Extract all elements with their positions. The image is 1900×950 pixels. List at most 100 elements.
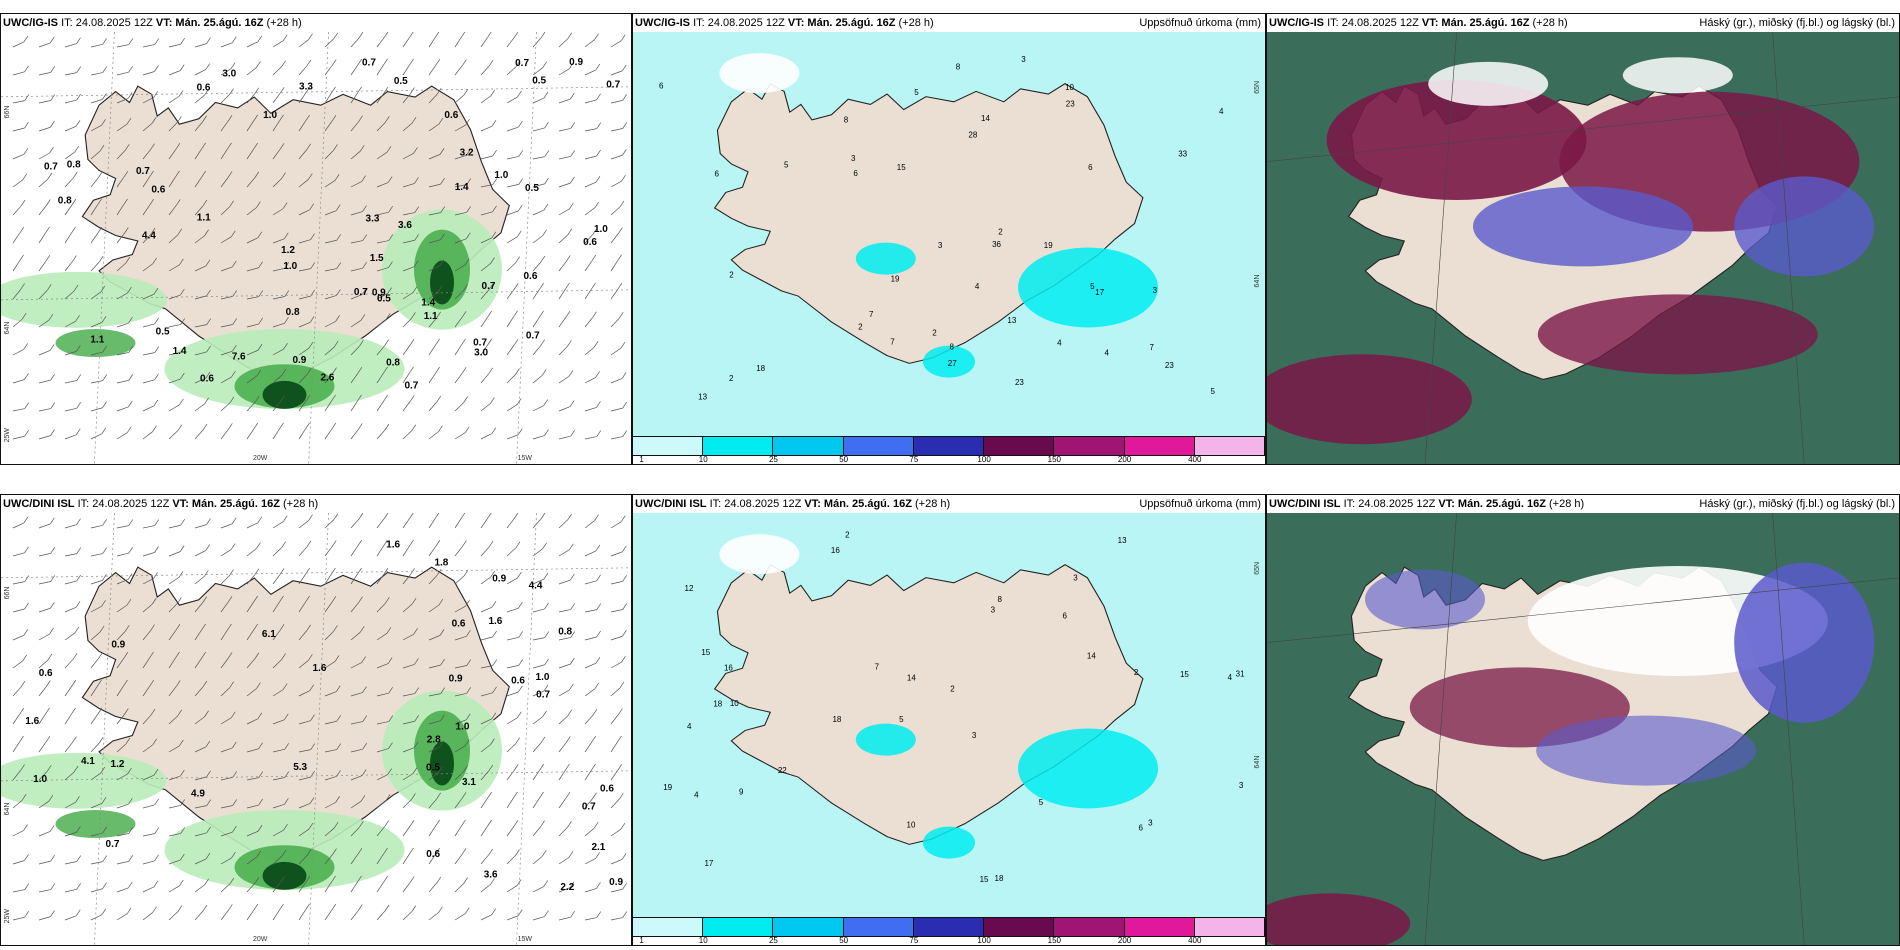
map-value-label: 0.6: [523, 271, 537, 282]
map-value-label: 10: [907, 820, 916, 829]
colorbar-swatch: [773, 437, 844, 455]
map-value-label: 0.7: [362, 57, 376, 68]
map-value-label: 9: [739, 788, 744, 797]
map-value-label: 4: [687, 722, 692, 731]
map-value-label: 15: [897, 163, 906, 172]
map-value-label: 0.6: [197, 83, 211, 94]
map-value-label: 1.0: [263, 110, 277, 121]
colorbar-label: 200: [1117, 455, 1132, 464]
colorbar-label: 100: [977, 936, 991, 945]
map-value-label: 3.6: [484, 869, 498, 880]
map-value-label: 2.6: [320, 373, 334, 384]
axis-tick-label: 65N: [1254, 81, 1261, 94]
map-value-label: 4.4: [142, 231, 156, 242]
map-value-label: 18: [995, 874, 1004, 883]
precip-map: 65N 64N 2 3 4 5 3 10 12 6 4 3 2 17 16 18 15 18 10 13 14 22 16 1…: [633, 513, 1265, 925]
map-value-label: 0.7: [44, 161, 58, 172]
map-value-label: 7: [869, 310, 874, 319]
colorbar-swatch: [1124, 918, 1195, 936]
colorbar-swatch: [1194, 437, 1265, 455]
precip-colorbar: [633, 436, 1265, 456]
map-value-label: 4: [694, 791, 699, 800]
panel-header: UWC/DINI ISL IT: 24.08.2025 12Z VT: Mán.…: [1267, 495, 1899, 513]
map-value-label: 1.6: [25, 716, 39, 727]
panel-wind-dini: UWC/DINI ISL IT: 24.08.2025 12Z VT: Mán.…: [0, 494, 632, 946]
map-value-label: 27: [948, 359, 957, 368]
colorbar-swatch: [843, 918, 914, 936]
map-value-label: 5.3: [293, 762, 307, 773]
map-value-label: 6: [659, 81, 664, 90]
map-value-label: 17: [1095, 288, 1104, 297]
map-value-label: 10: [730, 699, 739, 708]
map-value-label: 1.1: [90, 334, 104, 345]
panel-header: UWC/DINI ISL IT: 24.08.2025 12Z VT: Mán.…: [1, 495, 631, 513]
colorbar-swatch: [913, 918, 985, 936]
precip-colorbar: [633, 917, 1265, 937]
map-value-label: 0.9: [492, 573, 506, 584]
map-value-label: 3.1: [462, 777, 476, 788]
map-value-label: 0.6: [444, 110, 458, 121]
map-value-label: 3: [972, 731, 977, 740]
map-value-label: 5: [899, 715, 904, 724]
map-value-label: 3.2: [460, 148, 474, 159]
map-value-label: 16: [831, 546, 840, 555]
map-value-label: 0.9: [292, 355, 306, 366]
map-value-label: 0.5: [532, 75, 546, 86]
map-value-label: 0.5: [426, 762, 440, 773]
axis-tick-label: 15W: [518, 455, 533, 462]
map-value-label: 23: [1165, 361, 1174, 370]
axis-tick-label: 25W: [4, 909, 11, 924]
map-value-label: 7.6: [232, 351, 246, 362]
panel-subtitle: Háský (gr.), miðský (fj.bl.) og lágský (…: [1699, 498, 1895, 510]
map-value-label: 4: [1219, 107, 1224, 116]
map-value-label: 18: [713, 699, 722, 708]
map-value-label: 1.6: [488, 616, 502, 627]
axis-tick-label: 64N: [4, 322, 11, 335]
map-value-label: 13: [1007, 316, 1016, 325]
map-value-label: 0.7: [136, 166, 150, 177]
map-value-label: 19: [891, 275, 900, 284]
panel-subtitle: Uppsöfnuð úrkoma (mm): [1139, 498, 1261, 510]
map-value-label: 2.2: [560, 882, 574, 893]
panel-cloud-igis: UWC/IG-IS IT: 24.08.2025 12Z VT: Mán. 25…: [1266, 13, 1900, 465]
map-value-label: 2: [950, 685, 955, 694]
map-value-label: 3: [1148, 819, 1153, 828]
map-value-label: 2: [729, 270, 734, 279]
precip-colorbar-labels: 1 10 25 50 75 100 150 200 400: [633, 936, 1265, 945]
map-value-label: 0.6: [426, 849, 440, 860]
precip-map: 65N64N2324537104256784352346182719172315…: [633, 32, 1265, 444]
map-value-label: 1.0: [594, 224, 608, 235]
map-value-label: 0.6: [452, 618, 466, 629]
map-value-label: 6.1: [262, 629, 276, 640]
map-value-label: 0.7: [482, 281, 496, 292]
map-value-label: 3: [1153, 286, 1158, 295]
map-value-label: 1.4: [455, 182, 469, 193]
map-value-label: 14: [907, 673, 916, 682]
axis-tick-label: 66N: [4, 587, 11, 600]
map-value-label: 0.7: [536, 689, 550, 700]
map-value-label: 0.8: [558, 626, 572, 637]
colorbar-label: 150: [1047, 936, 1062, 945]
colorbar-swatch: [843, 437, 914, 455]
map-value-label: 0.8: [58, 196, 72, 207]
colorbar-label: 75: [909, 455, 919, 464]
axis-tick-label: 66N: [4, 106, 11, 119]
colorbar-swatch: [703, 918, 774, 936]
map-value-label: 0.5: [156, 327, 170, 338]
map-value-label: 8: [950, 342, 955, 351]
map-value-label: 28: [968, 130, 977, 139]
map-value-label: 3.0: [222, 69, 236, 80]
map-value-label: 3.0: [474, 348, 488, 359]
map-value-label: 15: [701, 648, 710, 657]
map-value-label: 0.7: [526, 331, 540, 342]
panel-header: UWC/IG-IS IT: 24.08.2025 12Z VT: Mán. 25…: [633, 14, 1265, 32]
map-value-label: 0.9: [609, 877, 623, 888]
map-value-label: 0.6: [151, 185, 165, 196]
panel-wind-igis: UWC/IG-IS IT: 24.08.2025 12Z VT: Mán. 25…: [0, 13, 632, 465]
map-value-label: 4: [975, 282, 980, 291]
map-value-label: 0.7: [354, 287, 368, 298]
map-value-label: 6: [1088, 163, 1093, 172]
map-value-label: 0.6: [200, 374, 214, 385]
map-value-label: 6: [714, 170, 719, 179]
panel-precip-dini: UWC/DINI ISL IT: 24.08.2025 12Z VT: Mán.…: [632, 494, 1266, 946]
